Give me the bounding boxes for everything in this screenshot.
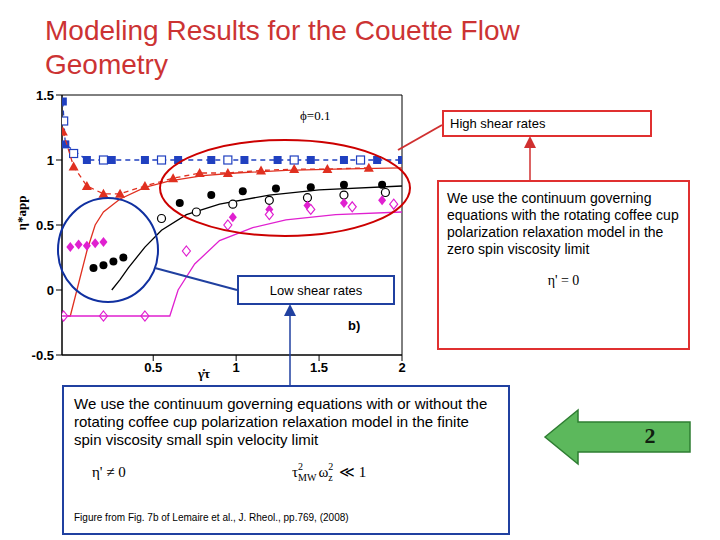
html-text:We use the continuum governing: We use the continuum governing equations… xyxy=(447,190,679,257)
html-text:Low shear rates: Low shear rates xyxy=(269,282,363,298)
svg-text:1: 1 xyxy=(233,360,240,375)
html-text:ϕ=0.1: ϕ=0.1 xyxy=(300,108,331,123)
svg-text:0.5: 0.5 xyxy=(36,218,54,233)
svg-text:1.5: 1.5 xyxy=(310,360,328,375)
html-text:b): b) xyxy=(348,318,361,333)
html-text:Figure from Fig. 7b of Lemaire: Figure from Fig. 7b of Lemaire et al., J… xyxy=(74,512,349,523)
html-text:γ̇τ: γ̇τ xyxy=(198,366,211,381)
html-text:Modeling Results for the Couet: Modeling Results for the Couette Flow Ge… xyxy=(45,15,520,80)
html-text:z≪ 1: z≪ 1 xyxy=(328,464,367,483)
html-text:High shear rates: High shear rates xyxy=(450,116,546,131)
html-text:2: 2 xyxy=(644,423,656,448)
html-text:MWω2: MWω2 xyxy=(298,461,334,483)
html-text:η' = 0: η' = 0 xyxy=(547,273,580,288)
svg-text:2: 2 xyxy=(398,360,405,375)
svg-text:1: 1 xyxy=(47,153,54,168)
html-text:τ2: τ2 xyxy=(292,461,303,480)
svg-text:-0.5: -0.5 xyxy=(32,348,54,363)
svg-text:0.5: 0.5 xyxy=(144,360,162,375)
html-text:η*app: η*app xyxy=(14,195,29,231)
svg-text:1.5: 1.5 xyxy=(36,88,54,103)
html-text:η' ≠ 0: η' ≠ 0 xyxy=(92,464,126,480)
html-text:We use the continuum governing: We use the continuum governing equations… xyxy=(74,395,488,448)
svg-text:0: 0 xyxy=(47,283,54,298)
